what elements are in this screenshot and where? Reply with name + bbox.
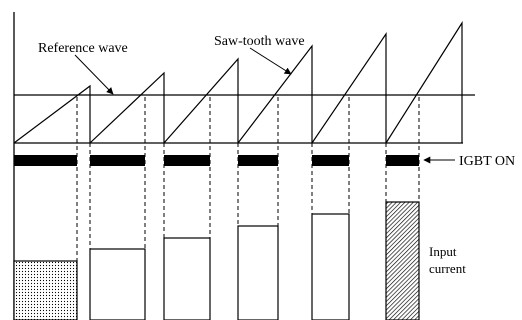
- current-block-6: [385, 201, 420, 320]
- igbt-on-bar-4: [238, 155, 278, 166]
- sawtooth-tooth-5: [311, 32, 387, 144]
- igbt-on-label: IGBT ON: [459, 154, 515, 169]
- current-block-4: [237, 225, 279, 320]
- sawtooth-wave-label: Saw-tooth wave: [214, 34, 305, 49]
- current-block-2: [89, 248, 146, 320]
- igbt-on-bars: [14, 155, 419, 166]
- sawtooth-tooth-2: [89, 71, 165, 144]
- sawtooth-tooth-1: [13, 84, 91, 144]
- current-block-3: [163, 237, 211, 320]
- input-current-label-line2: current: [429, 261, 466, 276]
- input-current-blocks: [13, 201, 420, 320]
- sawtooth-tooth-6: [385, 20, 463, 144]
- sawtooth-wave: [13, 20, 463, 144]
- igbt-on-bar-1: [14, 155, 77, 166]
- igbt-on-bar-6: [386, 155, 419, 166]
- igbt-on-bar-3: [164, 155, 210, 166]
- igbt-on-bar-2: [90, 155, 145, 166]
- reference-wave-arrow: [74, 54, 114, 95]
- sawtooth-tooth-3: [163, 57, 239, 144]
- current-block-1: [13, 260, 78, 320]
- reference-wave-label: Reference wave: [38, 41, 128, 56]
- igbt-on-bar-5: [312, 155, 349, 166]
- input-current-label-line1: Input: [429, 244, 457, 259]
- sawtooth-tooth-4: [237, 44, 313, 144]
- sawtooth-wave-arrow: [249, 47, 292, 75]
- current-block-5: [311, 213, 350, 320]
